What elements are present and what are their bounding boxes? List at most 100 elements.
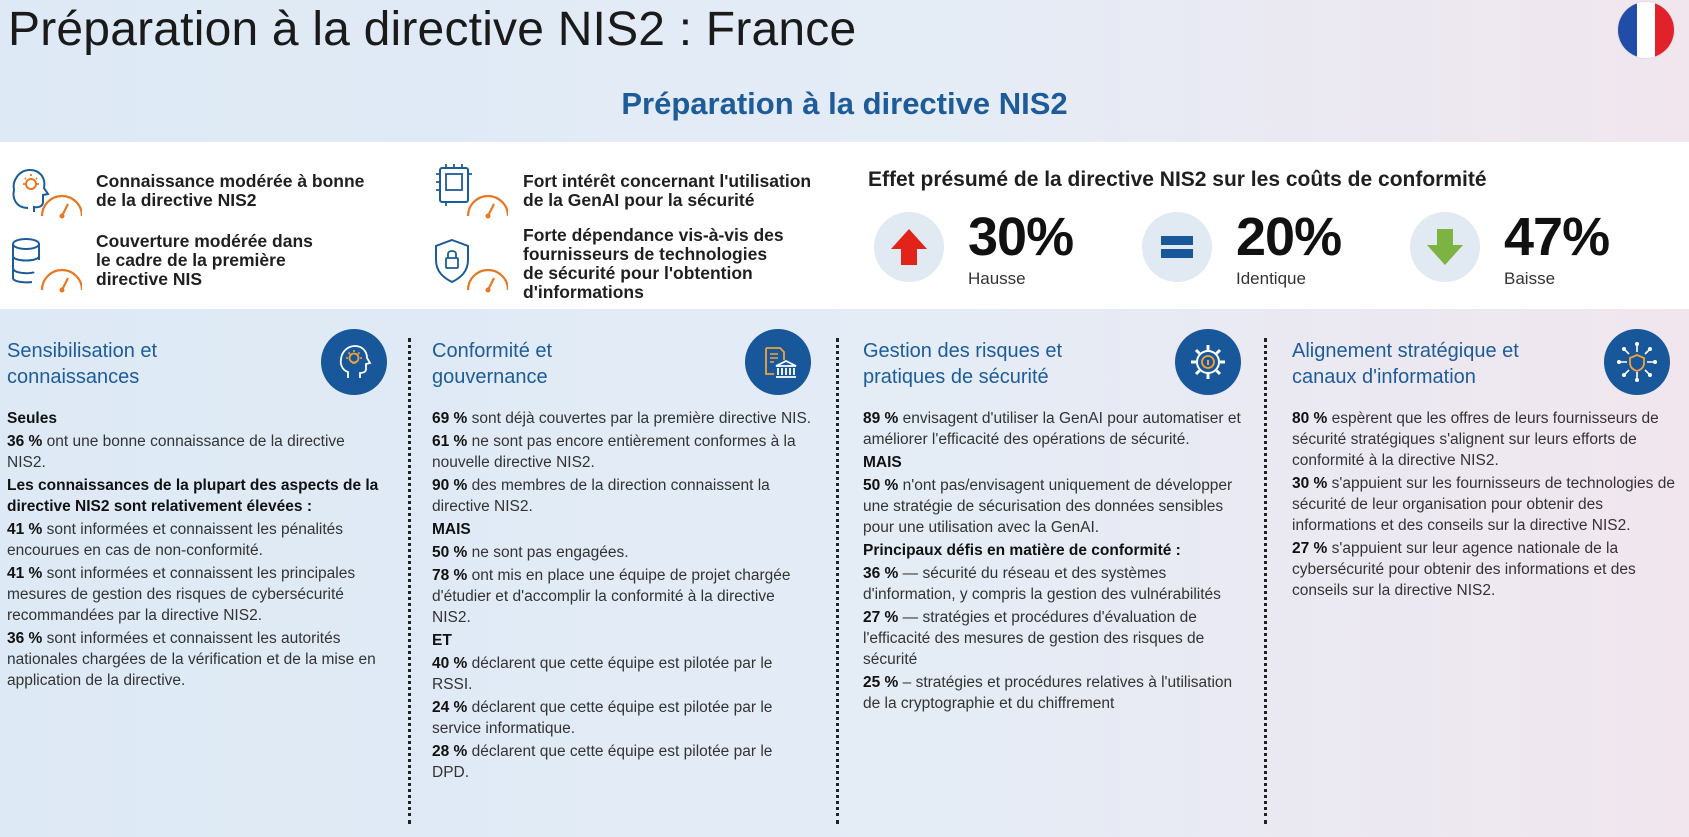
flag-blue-stripe: [1618, 2, 1637, 58]
column-title: Conformité et gouvernance: [432, 338, 552, 390]
list-item: MAIS: [863, 454, 902, 471]
list-item: 27 % s'appuient sur leur agence national…: [1292, 540, 1636, 599]
column-title: Gestion des risques et pratiques de sécu…: [863, 338, 1062, 390]
list-item: Seules: [7, 410, 57, 427]
list-item: 30 % s'appuient sur les fournisseurs de …: [1292, 475, 1675, 534]
head-lightbulb-icon: [339, 345, 372, 378]
list-item: 25 % – stratégies et procédures relative…: [863, 674, 1233, 712]
column-body: 89 % envisagent d'utiliser la GenAI pour…: [863, 408, 1249, 716]
list-item: 80 % espèrent que les offres de leurs fo…: [1292, 410, 1659, 469]
network-shield-icon: [1617, 342, 1657, 382]
list-item: 41 % sont informées et connaissent les p…: [7, 521, 344, 559]
effect-increase-value: 30%: [968, 207, 1074, 267]
head-gauge-icon: [12, 168, 82, 219]
kpi-vendor-reliance: [432, 234, 508, 294]
column-divider: [836, 338, 839, 824]
list-item: 61 % ne sont pas encore entièrement conf…: [432, 433, 796, 471]
gear-lock-icon: [1191, 345, 1225, 379]
kpi-line: le cadre de la première: [96, 250, 286, 270]
kpi-coverage-text: Couverture modérée dans le cadre de la p…: [96, 232, 313, 289]
flag-white-stripe: [1636, 2, 1656, 58]
list-item: 36 % sont informées et connaissent les a…: [7, 630, 376, 689]
arrow-down-icon: [1427, 229, 1463, 265]
kpi-line: de sécurité pour l'obtention: [523, 263, 753, 283]
kpi-band: [0, 142, 1689, 309]
list-item: 50 % n'ont pas/envisagent uniquement de …: [863, 477, 1233, 536]
kpi-line: Couverture modérée dans: [96, 231, 313, 251]
column-awareness: Sensibilisation et connaissances Seules …: [7, 329, 387, 837]
effect-title: Effet présumé de la directive NIS2 sur l…: [868, 168, 1487, 191]
section-subtitle: Préparation à la directive NIS2: [621, 86, 1068, 121]
list-item: Principaux défis en matière de conformit…: [863, 542, 1181, 559]
column-badge: [1175, 329, 1241, 395]
list-item: 28 % déclarent que cette équipe est pilo…: [432, 743, 773, 781]
column-badge: [1604, 329, 1670, 395]
equals-icon: [1161, 236, 1193, 258]
kpi-genai: [432, 160, 508, 220]
kpi-line: fournisseurs de technologies: [523, 244, 768, 264]
column-divider: [408, 338, 411, 824]
effect-decrease-value: 47%: [1504, 207, 1610, 267]
list-item: Les connaissances de la plupart des aspe…: [7, 477, 379, 515]
column-title-line: Alignement stratégique et: [1292, 340, 1519, 362]
kpi-line: Fort intérêt concernant l'utilisation: [523, 171, 812, 191]
column-title-line: Conformité et: [432, 340, 553, 362]
flag-red-stripe: [1655, 2, 1674, 58]
column-title-line: canaux d'information: [1292, 366, 1476, 388]
column-badge: [745, 329, 811, 395]
kpi-knowledge-text: Connaissance modérée à bonne de la direc…: [96, 172, 364, 210]
document-building-icon: [765, 347, 797, 378]
list-item: 89 % envisagent d'utiliser la GenAI pour…: [863, 410, 1241, 448]
column-badge: [321, 329, 387, 395]
effect-increase-label: Hausse: [968, 269, 1026, 288]
column-title-line: gouvernance: [432, 366, 548, 388]
list-item: MAIS: [432, 521, 471, 538]
effect-increase-circle: [874, 212, 944, 282]
kpi-line: Forte dépendance vis-à-vis des: [523, 225, 784, 245]
column-risk-management: Gestion des risques et pratiques de sécu…: [863, 329, 1249, 837]
database-gauge-icon: [12, 238, 82, 293]
column-title-line: connaissances: [7, 366, 140, 388]
effect-same-circle: [1142, 212, 1212, 282]
list-item: 78 % ont mis en place une équipe de proj…: [432, 567, 791, 626]
kpi-vendor-reliance-text: Forte dépendance vis-à-vis des fournisse…: [523, 226, 784, 302]
column-title: Sensibilisation et connaissances: [7, 338, 157, 390]
column-body: 80 % espèrent que les offres de leurs fo…: [1292, 408, 1678, 603]
list-item: 41 % sont informées et connaissent les p…: [7, 565, 356, 624]
list-item: ET: [432, 632, 452, 649]
column-compliance: Conformité et gouvernance 69 % sont déjà…: [432, 329, 812, 837]
list-item: 36 % ont une bonne connaissance de la di…: [7, 433, 345, 471]
column-title-line: pratiques de sécurité: [863, 366, 1049, 388]
list-item: 50 % ne sont pas engagées.: [432, 544, 629, 561]
chip-gauge-icon: [436, 164, 508, 219]
list-item: 36 % — sécurité du réseau et des système…: [863, 565, 1221, 603]
page-title: Préparation à la directive NIS2 : France: [8, 3, 857, 56]
france-flag-icon: [1618, 2, 1674, 58]
effect-decrease-label: Baisse: [1504, 269, 1556, 288]
kpi-coverage: [6, 234, 82, 294]
list-item: 40 % déclarent que cette équipe est pilo…: [432, 655, 773, 693]
kpi-genai-text: Fort intérêt concernant l'utilisation de…: [523, 172, 811, 210]
column-strategic-alignment: Alignement stratégique et canaux d'infor…: [1292, 329, 1678, 837]
list-item: 24 % déclarent que cette équipe est pilo…: [432, 699, 773, 737]
kpi-line: d'informations: [523, 282, 644, 302]
kpi-line: Connaissance modérée à bonne: [96, 171, 365, 191]
effect-same-value: 20%: [1236, 207, 1342, 267]
column-body: 69 % sont déjà couvertes par la première…: [432, 408, 812, 785]
column-title-line: Gestion des risques et: [863, 340, 1062, 362]
effect-same-label: Identique: [1236, 269, 1306, 288]
column-title: Alignement stratégique et canaux d'infor…: [1292, 338, 1519, 390]
column-title-line: Sensibilisation et: [7, 340, 158, 362]
list-item: 27 % — stratégies et procédures d'évalua…: [863, 609, 1205, 668]
kpi-line: de la GenAI pour la sécurité: [523, 190, 755, 210]
effect-decrease-circle: [1410, 212, 1480, 282]
arrow-up-icon: [891, 229, 927, 265]
kpi-line: directive NIS: [96, 269, 203, 289]
column-body: Seules 36 % ont une bonne connaissance d…: [7, 408, 387, 693]
kpi-line: de la directive NIS2: [96, 190, 257, 210]
list-item: 90 % des membres de la direction connais…: [432, 477, 770, 515]
list-item: 69 % sont déjà couvertes par la première…: [432, 410, 812, 427]
shield-lock-gauge-icon: [435, 238, 508, 293]
kpi-knowledge: [6, 160, 82, 220]
column-divider: [1264, 338, 1267, 824]
